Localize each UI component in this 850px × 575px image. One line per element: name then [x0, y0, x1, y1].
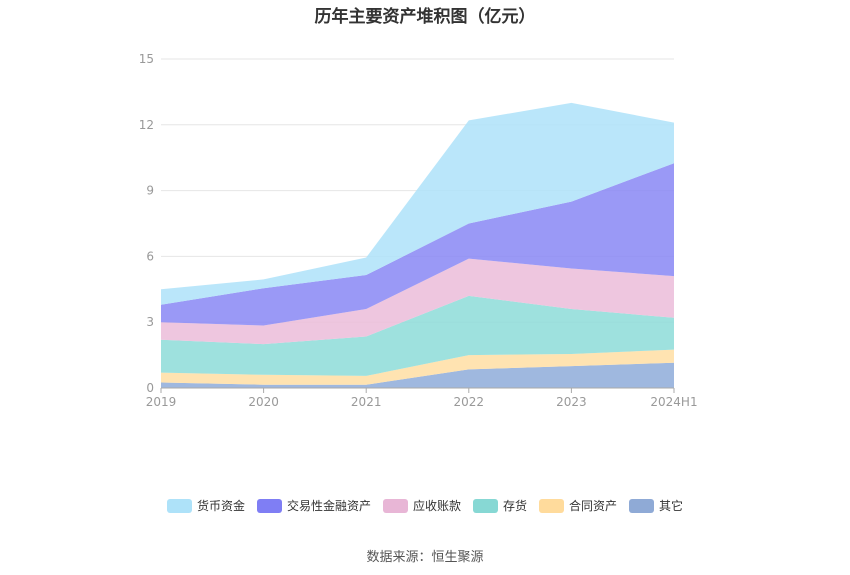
legend-item-other[interactable]: 其它: [629, 497, 683, 514]
legend-label: 其它: [659, 499, 684, 513]
area-series-0: [161, 362, 674, 388]
y-tick-label: 12: [139, 118, 154, 132]
area-series-2: [161, 295, 674, 376]
legend-label: 合同资产: [569, 499, 618, 513]
legend-swatch-inventory: [473, 498, 498, 513]
y-tick-label: 9: [146, 184, 154, 198]
legend-item-trading-assets[interactable]: 交易性金融资产: [256, 497, 371, 514]
x-tick-label: 2020: [248, 395, 279, 409]
chart-title: 历年主要资产堆积图（亿元）: [314, 7, 536, 27]
y-tick-label: 0: [146, 381, 154, 395]
legend-item-inventory[interactable]: 存货: [473, 497, 527, 514]
legend-swatch-receivables: [382, 498, 408, 513]
legend-label: 应收账款: [412, 499, 461, 513]
legend-item-contract-assets[interactable]: 合同资产: [539, 497, 617, 514]
x-tick-label: 2023: [556, 395, 587, 409]
y-tick-label: 15: [139, 52, 154, 66]
legend-swatch-contract-assets: [539, 498, 565, 513]
legend-swatch-trading-assets: [256, 498, 282, 513]
x-tick-label: 2024H1: [650, 395, 697, 409]
legend-label: 交易性金融资产: [286, 499, 371, 513]
stacked-area-chart: 0 3 6 9 12 15 2019 2020 2021 2022 2023 2024H1: [139, 52, 698, 409]
legend-label: 货币资金: [196, 499, 245, 513]
legend-item-receivables[interactable]: 应收账款: [382, 497, 461, 514]
legend-item-cash[interactable]: 货币资金: [166, 497, 245, 514]
legend: 货币资金 交易性金融资产 应收账款 存货 合同资产 其它: [0, 497, 850, 514]
x-tick-label: 2021: [351, 395, 382, 409]
x-tick-label: 2019: [146, 395, 177, 409]
area-series-5: [161, 102, 674, 305]
area-series-1: [161, 349, 674, 385]
area-series-3: [161, 258, 674, 345]
area-series-4: [161, 163, 674, 326]
data-source: 数据来源：恒生聚源: [366, 550, 484, 565]
legend-swatch-cash: [166, 498, 192, 513]
y-tick-label: 3: [146, 315, 154, 329]
legend-label: 存货: [503, 499, 528, 513]
legend-swatch-other: [629, 498, 655, 513]
y-tick-label: 6: [146, 249, 154, 263]
x-tick-label: 2022: [454, 395, 485, 409]
